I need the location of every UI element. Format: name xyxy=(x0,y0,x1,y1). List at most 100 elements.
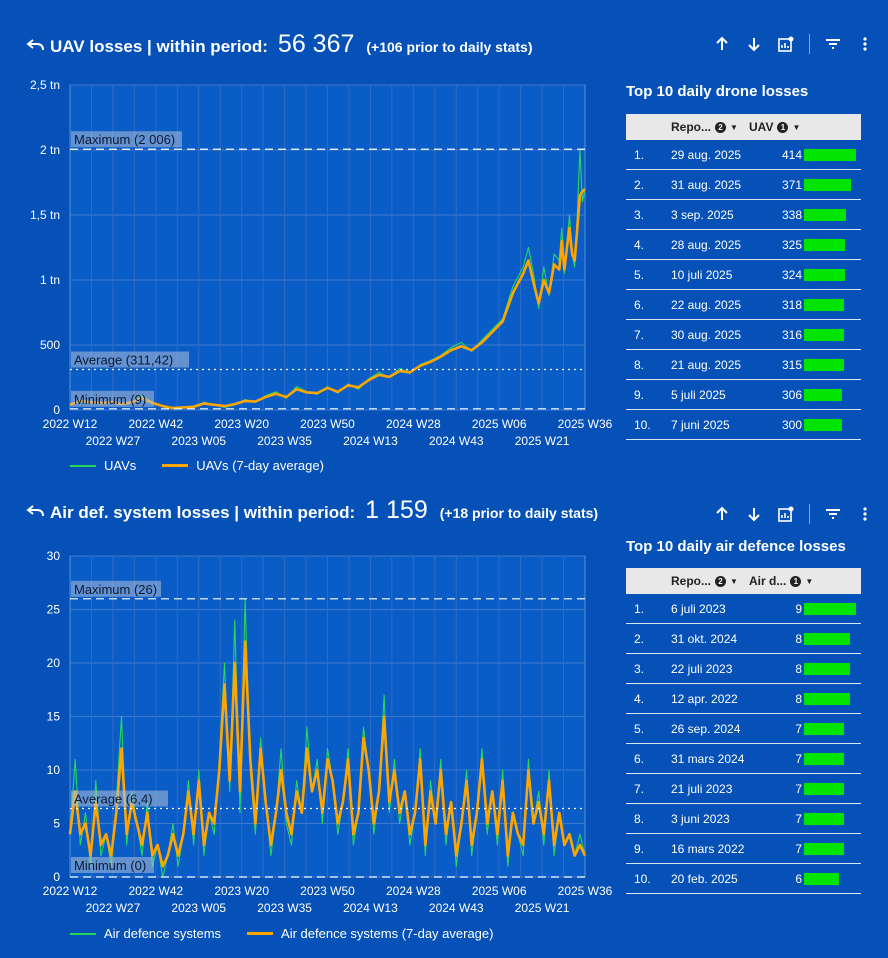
sort-order-badge: 2 xyxy=(715,575,727,587)
chart-settings-icon[interactable] xyxy=(777,505,795,523)
airdef-title: Air def. system losses | within period: xyxy=(50,503,356,522)
row-value-bar xyxy=(804,752,844,765)
table-row[interactable]: 5. 10 juli 2025 324 xyxy=(626,260,861,290)
table-row[interactable]: 4. 12 apr. 2022 8 xyxy=(626,684,861,714)
row-rank: 3. xyxy=(634,661,645,676)
arrow-up-icon[interactable] xyxy=(713,505,731,523)
table-row[interactable]: 1. 6 juli 2023 9 xyxy=(626,594,861,624)
row-value-bar xyxy=(804,328,844,341)
row-value-bar xyxy=(804,298,844,311)
row-value-bar xyxy=(804,872,839,885)
back-arrow-icon[interactable] xyxy=(26,37,46,53)
table-row[interactable]: 10. 20 feb. 2025 6 xyxy=(626,864,861,894)
filter-icon[interactable] xyxy=(824,35,842,53)
legend-label: Air defence systems xyxy=(104,926,222,941)
column-header-value[interactable]: UAV 1 ▼ xyxy=(749,120,800,134)
row-rank: 4. xyxy=(634,691,645,706)
uav-prior-note: (+106 prior to daily stats) xyxy=(366,39,533,55)
table-row[interactable]: 3. 3 sep. 2025 338 xyxy=(626,200,861,230)
row-value-bar xyxy=(804,842,844,855)
row-rank: 3. xyxy=(634,207,645,222)
legend-item-uavs-avg[interactable]: UAVs (7-day average) xyxy=(162,458,324,473)
row-value: 7 xyxy=(795,841,802,856)
row-value: 306 xyxy=(781,387,802,402)
legend-item-airdef[interactable]: Air defence systems xyxy=(70,926,221,941)
table-row[interactable]: 2. 31 okt. 2024 8 xyxy=(626,624,861,654)
caret-down-icon: ▼ xyxy=(730,576,738,586)
row-value-bar xyxy=(804,148,856,161)
row-value-bar xyxy=(804,238,845,251)
table-row[interactable]: 2. 31 aug. 2025 371 xyxy=(626,170,861,200)
table-row[interactable]: 4. 28 aug. 2025 325 xyxy=(626,230,861,260)
row-value: 324 xyxy=(781,267,802,282)
row-value-bar xyxy=(804,358,844,371)
table-row[interactable]: 10. 7 juni 2025 300 xyxy=(626,410,861,440)
row-rank: 1. xyxy=(634,601,645,616)
uav-table-title: Top 10 daily drone losses xyxy=(626,83,809,100)
sort-order-badge: 1 xyxy=(777,121,789,133)
uav-total: 56 367 xyxy=(277,30,355,58)
row-value: 9 xyxy=(795,601,802,616)
row-value-bar xyxy=(804,418,842,431)
x-tick-label: 2025 W36 xyxy=(558,884,613,898)
row-date: 29 aug. 2025 xyxy=(671,147,742,162)
airdef-top10-table: Repo... 2 ▼ Air d... 1 ▼ 1. 6 juli 2023 9 2… xyxy=(626,568,861,894)
reference-label: Minimum (0) xyxy=(74,858,146,873)
table-body: 1. 29 aug. 2025 414 2. 31 aug. 2025 371 3. 3 se… xyxy=(626,140,861,440)
reference-label: Maximum (26) xyxy=(74,582,157,597)
table-row[interactable]: 9. 16 mars 2022 7 xyxy=(626,834,861,864)
x-tick-label: 2023 W50 xyxy=(300,884,355,898)
legend-item-airdef-avg[interactable]: Air defence systems (7-day average) xyxy=(247,926,493,941)
arrow-up-icon[interactable] xyxy=(713,35,731,53)
reference-label: Minimum (9) xyxy=(74,392,146,407)
series-line-average xyxy=(68,640,587,868)
arrow-down-icon[interactable] xyxy=(745,35,763,53)
table-row[interactable]: 8. 3 juni 2023 7 xyxy=(626,804,861,834)
table-row[interactable]: 9. 5 juli 2025 306 xyxy=(626,380,861,410)
x-tick-label: 2025 W36 xyxy=(558,417,613,431)
row-rank: 7. xyxy=(634,781,645,796)
row-value: 8 xyxy=(795,661,802,676)
legend-label: UAVs xyxy=(104,458,137,473)
row-value: 7 xyxy=(795,811,802,826)
table-header: Repo... 2 ▼ UAV 1 ▼ xyxy=(626,114,861,140)
uav-section: UAV losses | within period: 56 367 (+106… xyxy=(26,30,874,473)
airdef-header: Air def. system losses | within period: … xyxy=(26,496,598,526)
x-tick-label: 2024 W43 xyxy=(429,434,484,445)
table-row[interactable]: 6. 22 aug. 2025 318 xyxy=(626,290,861,320)
table-row[interactable]: 8. 21 aug. 2025 315 xyxy=(626,350,861,380)
table-row[interactable]: 7. 30 aug. 2025 316 xyxy=(626,320,861,350)
row-date: 16 mars 2022 xyxy=(671,841,745,856)
table-row[interactable]: 7. 21 juli 2023 7 xyxy=(626,774,861,804)
legend-item-uavs[interactable]: UAVs xyxy=(70,458,136,473)
chart-settings-icon[interactable] xyxy=(777,35,795,53)
x-tick-label: 2023 W35 xyxy=(257,434,312,445)
column-header-date[interactable]: Repo... 2 ▼ xyxy=(671,574,749,588)
y-tick-label: 1,5 tn xyxy=(30,208,60,222)
table-row[interactable]: 1. 29 aug. 2025 414 xyxy=(626,140,861,170)
table-row[interactable]: 5. 26 sep. 2024 7 xyxy=(626,714,861,744)
reference-label-bg xyxy=(71,580,161,597)
legend-swatch xyxy=(162,464,189,467)
series-line-average xyxy=(69,188,586,410)
row-value-bar xyxy=(804,602,856,615)
y-tick-label: 0 xyxy=(53,403,60,417)
table-row[interactable]: 3. 22 juli 2023 8 xyxy=(626,654,861,684)
back-arrow-icon[interactable] xyxy=(26,503,46,519)
filter-icon[interactable] xyxy=(824,505,842,523)
column-header-value[interactable]: Air d... 1 ▼ xyxy=(749,574,813,588)
more-vert-icon[interactable] xyxy=(856,505,874,523)
reference-label-bg xyxy=(71,131,182,148)
column-header-label: UAV xyxy=(749,120,774,134)
row-date: 6 juli 2023 xyxy=(671,601,726,616)
arrow-down-icon[interactable] xyxy=(745,505,763,523)
more-vert-icon[interactable] xyxy=(856,35,874,53)
column-header-date[interactable]: Repo... 2 ▼ xyxy=(671,120,749,134)
table-body: 1. 6 juli 2023 9 2. 31 okt. 2024 8 3. 22 juli 2… xyxy=(626,594,861,894)
row-rank: 8. xyxy=(634,811,645,826)
toolbar-divider xyxy=(809,504,810,524)
table-row[interactable]: 6. 31 mars 2024 7 xyxy=(626,744,861,774)
x-tick-label: 2023 W05 xyxy=(171,434,226,445)
row-date: 31 aug. 2025 xyxy=(671,177,742,192)
row-value: 7 xyxy=(795,751,802,766)
